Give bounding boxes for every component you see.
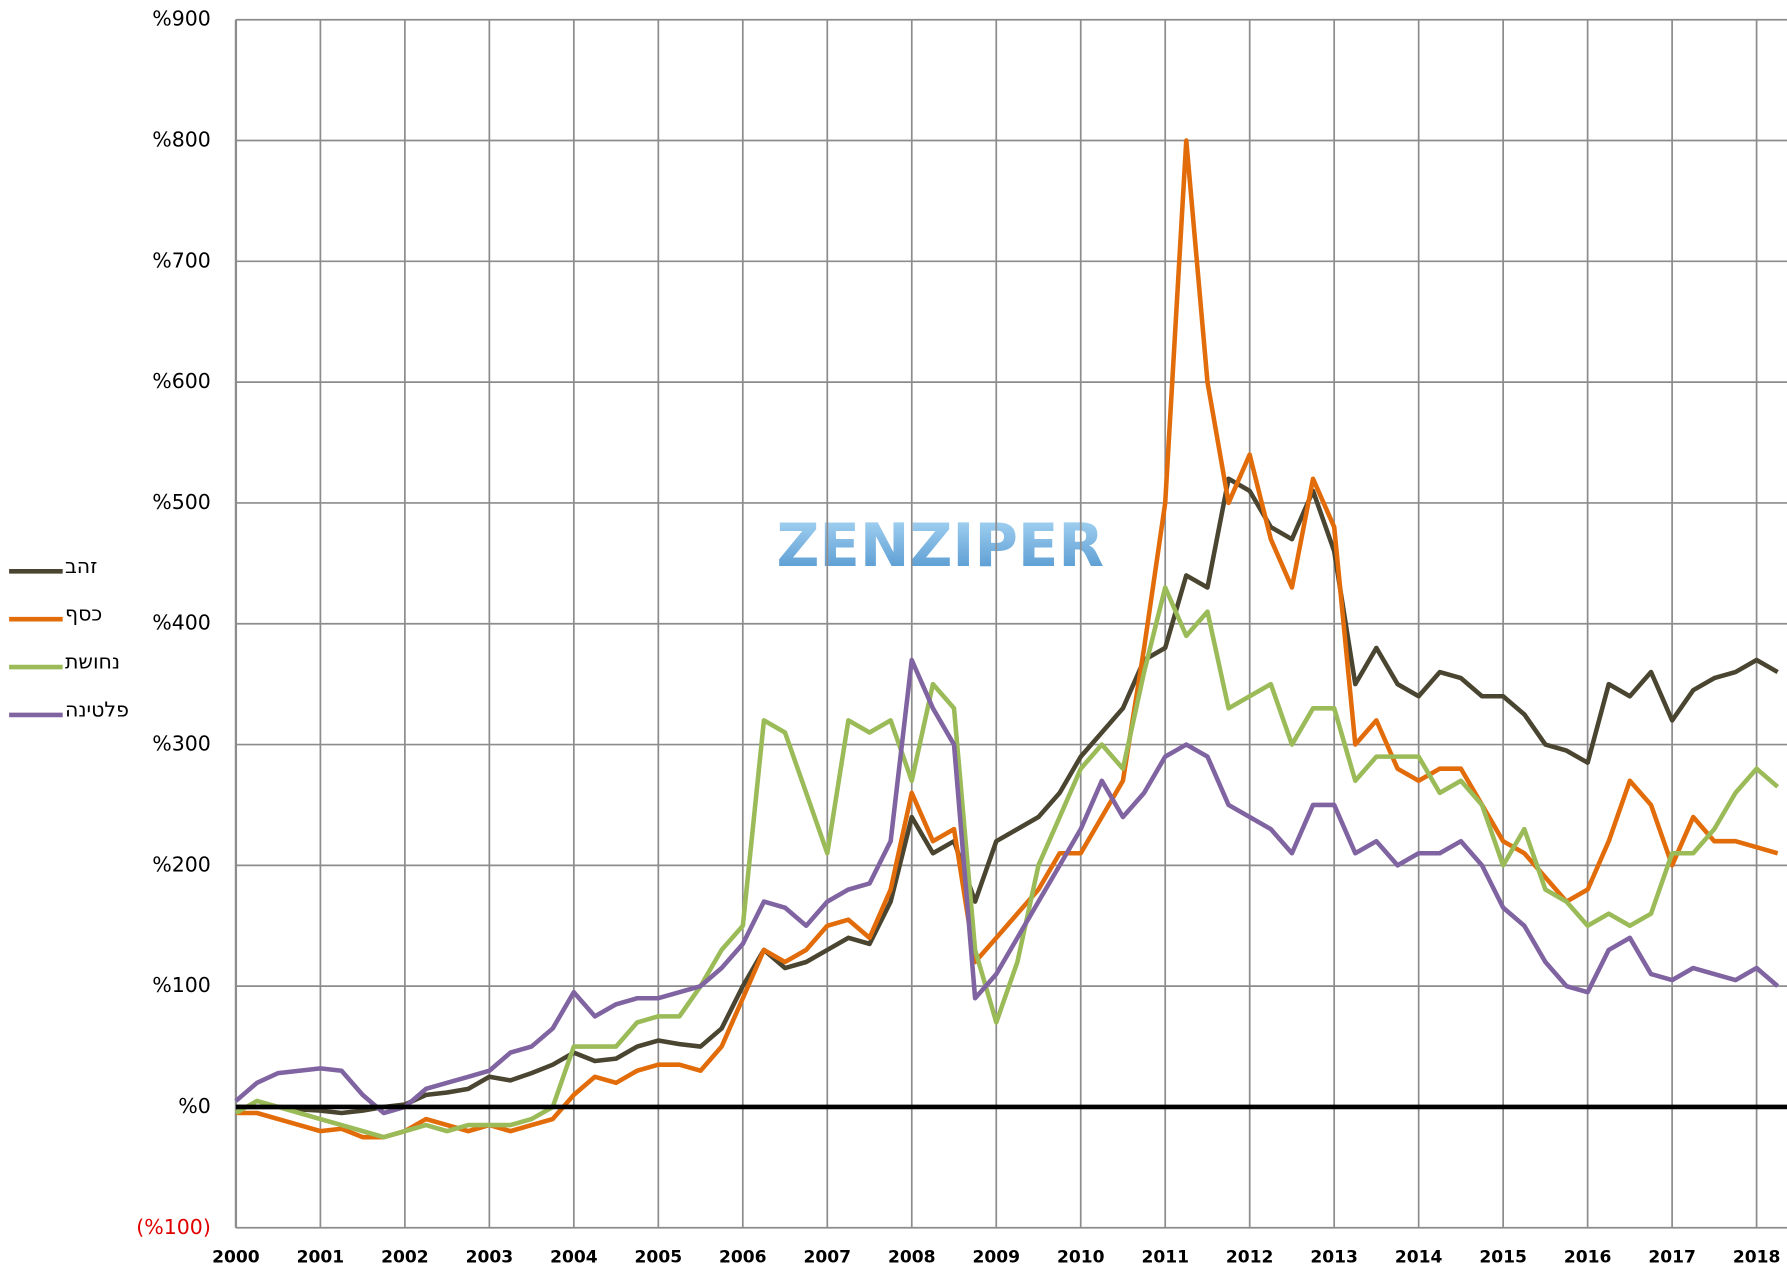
legend-label: כסף — [65, 602, 102, 626]
watermark: ZENZIPER — [776, 511, 1104, 580]
x-tick-label: 2003 — [466, 1247, 514, 1267]
y-tick-label: %800 — [152, 128, 211, 152]
y-tick-label: %0 — [178, 1094, 211, 1118]
y-tick-label: %100 — [152, 973, 211, 997]
x-tick-label: 2000 — [212, 1247, 260, 1267]
x-tick-label: 2009 — [972, 1247, 1020, 1267]
x-tick-label: 2005 — [635, 1247, 683, 1267]
x-tick-label: 2015 — [1479, 1247, 1527, 1267]
x-tick-label: 2016 — [1564, 1247, 1612, 1267]
y-tick-label: %900 — [152, 7, 211, 31]
y-tick-label: %600 — [152, 369, 211, 393]
x-tick-label: 2010 — [1057, 1247, 1105, 1267]
x-tick-label: 2004 — [550, 1247, 598, 1267]
x-tick-label: 2017 — [1648, 1247, 1696, 1267]
x-tick-label: 2002 — [381, 1247, 429, 1267]
series-line — [234, 657, 1780, 1116]
x-tick-label: 2008 — [888, 1247, 936, 1267]
x-tick-label: 2006 — [719, 1247, 767, 1267]
y-tick-label: %700 — [152, 248, 211, 272]
x-tick-label: 2014 — [1395, 1247, 1443, 1267]
x-tick-label: 2012 — [1226, 1247, 1274, 1267]
series-line — [234, 585, 1780, 1140]
legend-label: זהב — [65, 554, 97, 578]
y-tick-label: %200 — [152, 852, 211, 876]
y-tick-label: (%100) — [136, 1215, 211, 1239]
legend-label: נחושת — [65, 649, 120, 673]
legend-label: פלטינה — [65, 697, 129, 721]
y-tick-label: %500 — [152, 490, 211, 514]
x-tick-label: 2013 — [1310, 1247, 1358, 1267]
x-tick-label: 2018 — [1733, 1247, 1781, 1267]
x-tick-label: 2007 — [804, 1247, 852, 1267]
y-tick-label: %400 — [152, 611, 211, 635]
x-tick-label: 2011 — [1141, 1247, 1189, 1267]
x-tick-label: 2001 — [297, 1247, 345, 1267]
y-tick-label: %300 — [152, 732, 211, 756]
series-line — [235, 476, 1779, 1116]
